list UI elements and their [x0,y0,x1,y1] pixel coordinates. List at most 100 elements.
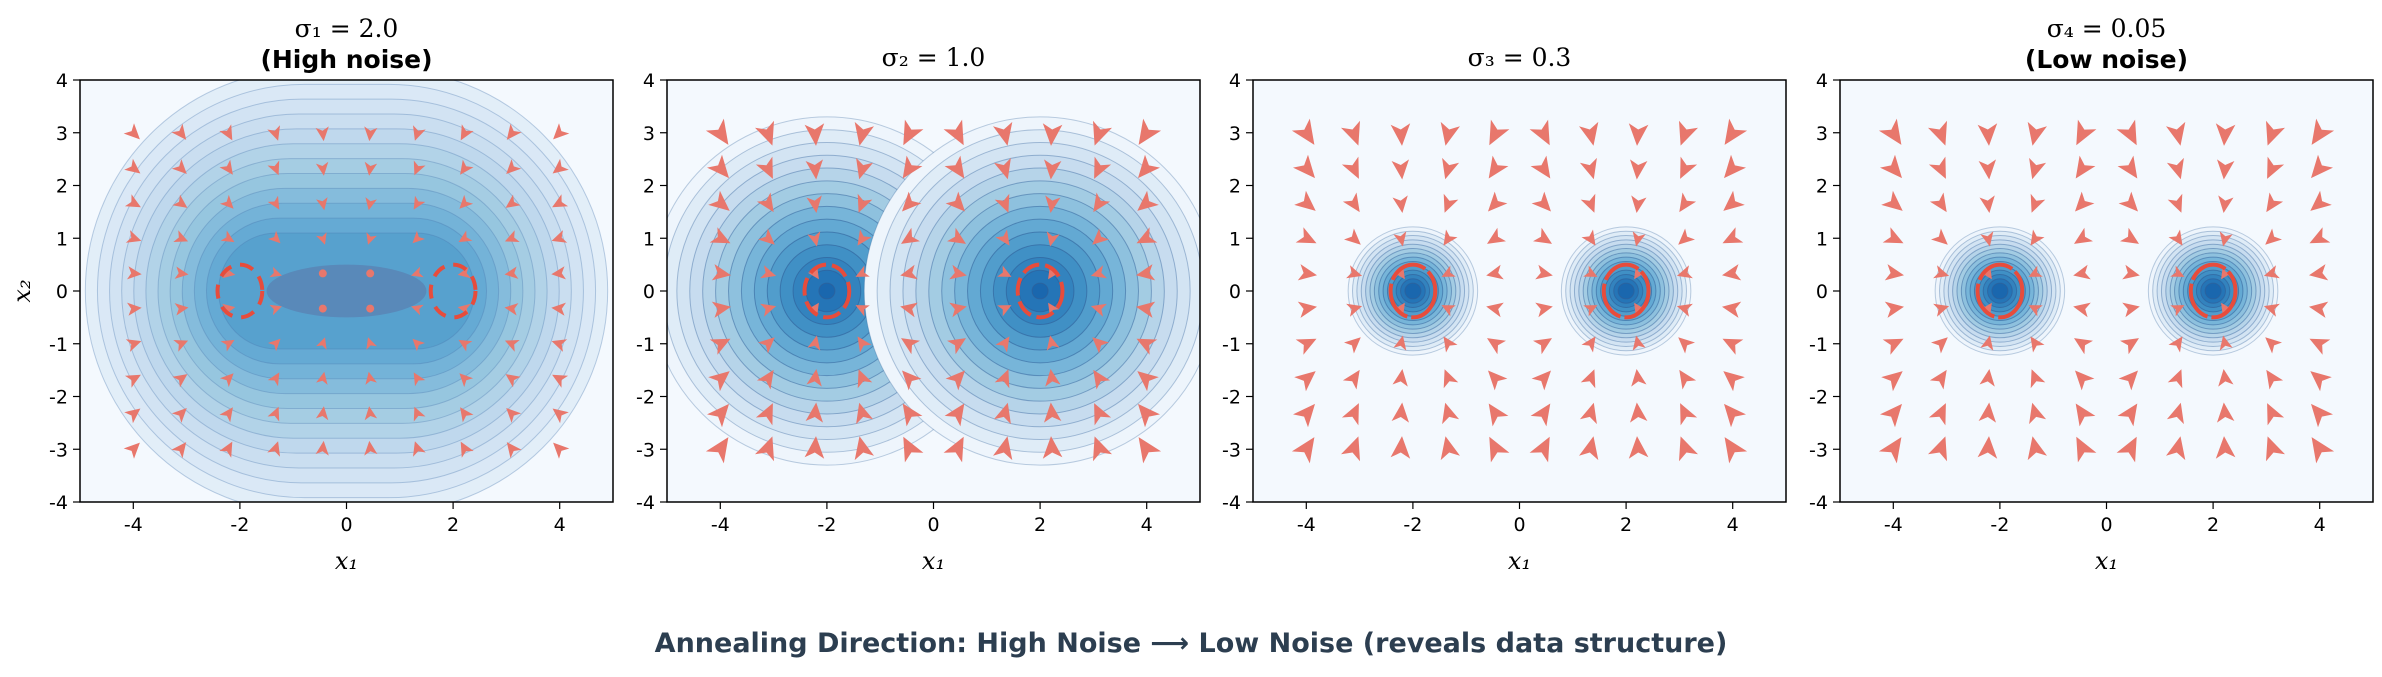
score-arrow [1724,154,1746,179]
score-arrow [267,195,280,210]
score-arrow [1488,191,1508,212]
score-arrow [1535,264,1553,280]
y-tick-label: 4 [1816,70,1828,92]
score-arrow [1882,338,1904,355]
score-arrow [1581,336,1596,353]
x-tick-label: 0 [1513,514,1525,536]
score-arrow [2311,403,2333,428]
panel-4: -4 -2 0 2 4 -4 -3 -2 -1 0 1 2 3 4 x₁ σ₄ = 0.05(Low nois… [1809,14,2374,575]
score-arrow [2118,191,2138,212]
score-arrow [460,159,474,175]
score-arrow [1579,436,1599,461]
y-tick-label: -1 [1809,334,1828,356]
score-arrow [1928,436,1947,462]
score-arrow [1884,264,1904,281]
score-arrow [2030,336,2045,353]
score-arrow [506,123,522,140]
score-arrow [1138,154,1160,179]
y-tick-label: -4 [49,492,68,514]
score-arrow [755,436,774,462]
score-arrow [993,121,1013,146]
score-arrow [1881,371,1903,392]
y-tick-label: 3 [56,123,68,145]
score-arrow [2309,301,2329,318]
score-arrow [316,232,327,245]
score-arrow [1880,403,1902,428]
score-arrow [2076,119,2097,146]
y-tick-label: -4 [1222,492,1241,514]
score-arrow [1933,303,1950,317]
score-arrow [411,304,424,316]
score-arrow [1137,371,1159,392]
score-arrow [1390,436,1411,459]
score-arrow [856,157,874,180]
score-arrow [1486,302,1504,318]
score-arrow [1294,371,1316,392]
score-arrow [943,436,964,463]
score-arrow [1724,437,1748,464]
score-arrow [2263,303,2280,317]
score-arrow [552,158,569,174]
score-arrow [2170,265,2185,277]
score-arrow [857,193,873,213]
score-arrow [1722,264,1742,281]
density-peak [266,264,427,318]
score-arrow [1931,228,1948,245]
score-arrow [458,339,473,352]
score-arrow [366,269,375,278]
data-mode-marker [1975,262,2025,320]
score-arrow [2030,193,2046,213]
x-tick-label: 2 [1620,514,1632,536]
score-arrow [945,370,965,391]
score-arrow [315,440,329,456]
score-arrow [316,371,328,385]
score-arrows [1878,118,2335,464]
score-arrow [758,228,775,245]
score-arrow [1632,231,1646,247]
score-arrow [1724,118,1748,145]
score-arrow [504,340,520,352]
score-arrow [220,230,235,243]
y-tick-label: 1 [643,228,655,250]
score-arrow [1136,264,1156,281]
score-arrow [125,230,142,243]
score-arrow [2120,227,2139,244]
score-arrow [504,230,520,242]
score-arrow [505,374,521,388]
x-tick-label: -4 [1297,514,1316,536]
score-arrow [2168,229,2183,246]
score-arrow [366,304,375,313]
panel-2: -4 -2 0 2 4 -4 -3 -2 -1 0 1 2 3 4 x₁ σ₂ = 1.0 [636,43,1201,575]
score-arrow [2028,305,2043,317]
score-arrow [944,403,965,427]
score-arrow [807,231,821,247]
score-arrow [1489,436,1510,463]
score-arrow [1390,123,1411,146]
score-arrow [855,265,870,277]
score-arrow [553,123,570,140]
score-arrow [2310,190,2332,211]
data-mode-marker [1388,262,1438,320]
score-arrow [1630,402,1648,423]
score-arrow [1297,301,1317,318]
score-arrow [2076,436,2097,463]
score-arrow [1138,437,1162,464]
score-arrow [552,408,569,424]
score-arrow [1093,369,1111,390]
score-arrow [127,302,142,316]
y-tick-label: -1 [49,334,68,356]
score-arrow [708,190,730,211]
y-tick-label: 4 [643,70,655,92]
score-arrow [902,155,923,179]
score-arrow [219,194,234,209]
score-arrow [2075,403,2096,427]
score-arrow [457,303,471,316]
score-arrow [1136,227,1158,244]
y-tick-label: 1 [1229,228,1241,250]
y-tick-label: 2 [1816,176,1828,198]
score-arrow [804,123,825,146]
score-arrow [993,436,1013,461]
x-tick-label: 0 [2100,514,2112,536]
score-arrow [1533,338,1552,355]
y-tick-label: -4 [1809,492,1828,514]
